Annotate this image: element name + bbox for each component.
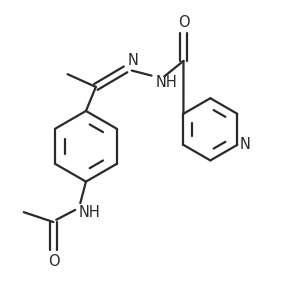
Text: N: N — [240, 137, 251, 152]
Text: O: O — [178, 15, 189, 30]
Text: NH: NH — [79, 205, 101, 220]
Text: O: O — [48, 254, 59, 269]
Text: NH: NH — [155, 75, 177, 90]
Text: N: N — [128, 53, 139, 68]
